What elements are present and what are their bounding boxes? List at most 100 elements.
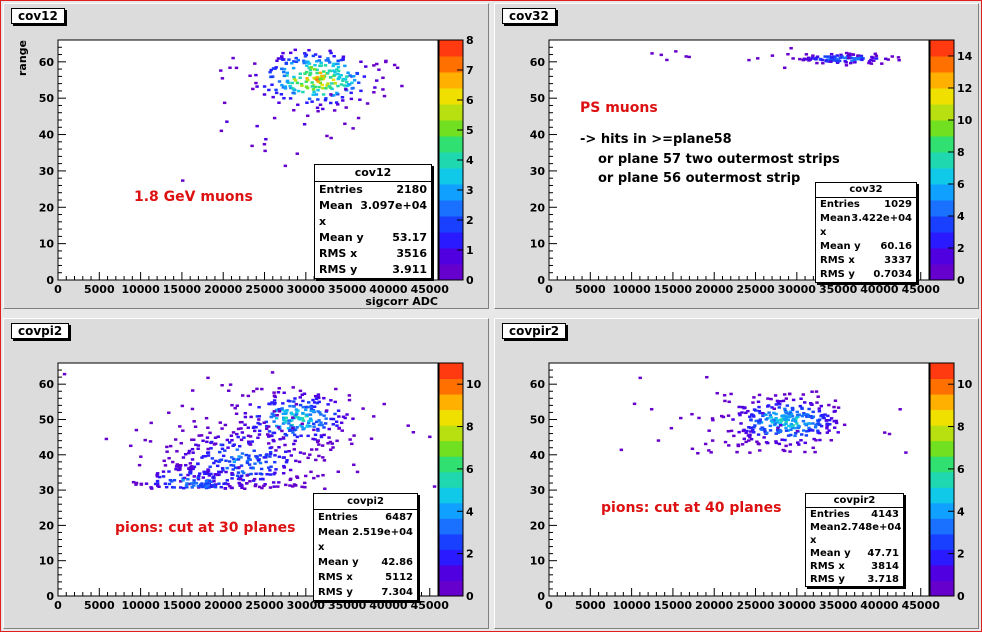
data-bin [796,424,801,428]
data-bin [793,426,797,430]
pad-cov32[interactable]: 0 5000 10000 15000 20000 25000 30000 35000 40000… [494,3,979,309]
stats-value: 6487 [385,512,413,523]
data-bin [314,397,319,401]
data-bin [305,101,309,104]
x-tick-label: 20000 [695,599,734,612]
data-bin [318,71,323,75]
pad-cov12[interactable]: 0 5000 10000 15000 20000 25000 30000 35000 40000… [3,3,489,309]
data-bin [778,402,782,406]
data-bin [228,66,232,70]
x-axis-title: sigcorr ADC [365,295,438,308]
data-bin [194,443,198,447]
data-bin [797,443,801,446]
data-bin [904,451,908,454]
y-tick-label: 50 [530,413,546,426]
pad-covpi2[interactable]: 0 5000 10000 15000 20000 25000 30000 35000 40000… [3,318,489,629]
data-bin [229,434,234,437]
data-bin [300,485,304,489]
data-bin [286,399,291,403]
data-bin [839,53,843,57]
data-bin [203,454,208,458]
data-bin [291,386,295,389]
data-bin [807,415,811,418]
data-bin [335,439,339,443]
data-bin [309,470,313,474]
stats-value: 47.71 [867,548,899,559]
data-bin [796,415,800,418]
pad-title: covpir2 [502,323,567,339]
x-tick-label: 0 [54,283,62,296]
data-bin [817,407,821,410]
data-bin [749,426,753,430]
stats-value: 2180 [396,183,427,196]
data-bin [270,371,275,374]
data-bin [255,456,259,460]
data-bin [212,480,216,483]
stats-box[interactable]: cov12 Entries 2180 Mean x 3.097e+04 Mean y… [314,164,432,279]
data-bin [847,52,851,55]
y-tick-label: 50 [39,413,55,426]
x-tick-label: 10000 [121,283,160,296]
data-bin [281,86,286,89]
data-bin [770,54,775,57]
data-bin [748,435,752,439]
data-bin [267,430,272,433]
stats-value: 3.911 [392,263,427,276]
data-bin [859,54,864,58]
color-scale-segment [930,216,954,233]
data-bin [256,436,260,440]
data-bin [291,66,296,70]
data-bin [751,428,755,432]
data-bin [303,52,307,55]
data-bin [320,444,325,447]
data-bin [323,98,328,102]
data-bin [802,412,806,415]
data-bin [774,440,778,443]
y-tick-label: 20 [530,519,546,532]
color-scale-segment [930,394,954,411]
data-bin [231,444,235,448]
data-bin [332,94,336,97]
stats-label: RMS y [318,587,353,598]
data-bin [341,55,346,59]
stats-label: Mean y [820,241,861,252]
data-bin [294,413,298,416]
data-bin [324,97,328,100]
data-bin [795,410,799,414]
data-bin [262,142,267,146]
stats-label: RMS y [319,263,358,276]
data-bin [256,458,261,462]
data-bin [322,426,326,429]
data-bin [817,410,822,413]
data-bin [343,78,348,81]
data-bin [264,454,268,457]
stats-box[interactable]: covpi2 Entries 6487 Mean x 2.519e+04 Mean … [313,493,418,601]
data-bin [225,120,229,123]
data-bin [782,423,786,427]
color-scale-segment [930,248,954,265]
data-bin [326,442,330,445]
data-bin [332,109,337,112]
data-bin [252,449,256,453]
stats-box[interactable]: covpir2 Entries 4143 Mean x 2.748e+04 Mean… [805,493,904,587]
data-bin [806,57,810,61]
pad-covpir2[interactable]: 0 5000 10000 15000 20000 25000 30000 35000 40000… [494,318,979,629]
data-bin [744,431,748,435]
data-bin [312,401,317,404]
data-bin [190,458,195,461]
data-bin [784,411,789,414]
data-bin [281,402,285,405]
data-bin [196,476,200,480]
stats-box[interactable]: cov32 Entries 1029 Mean x 3.422e+04 Mean y… [815,182,917,283]
data-bin [292,483,297,486]
data-bin [238,477,243,481]
data-bin [293,414,297,418]
data-bin [282,464,286,468]
data-bin [829,60,833,63]
data-bin [842,423,847,427]
x-tick-label: 25000 [736,283,775,296]
data-bin [294,60,299,63]
data-bin [202,484,206,488]
data-bin [332,69,336,72]
data-bin [238,421,243,424]
